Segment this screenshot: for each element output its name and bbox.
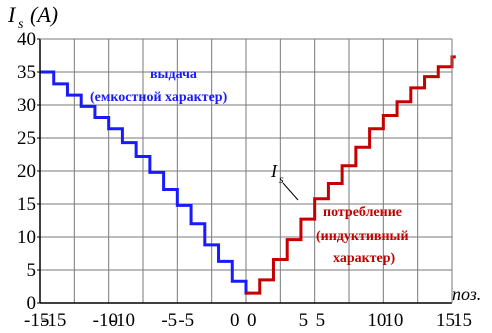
y-tick-label: 30 [17,95,36,116]
is-pointer-label-main: I [270,161,278,181]
y-tick-label: 15 [17,194,36,215]
y-tick-label: 40 [17,29,36,50]
x-tick-label: -15 [41,310,66,331]
annotation-red-line2: (индуктивный [316,229,409,244]
x-tick-label: 0 [247,310,257,331]
x-axis-label: поз. [452,284,481,304]
annotation-blue-line2: (емкостной характер) [90,90,228,105]
x-tick-label: 5 [299,310,309,331]
y-tick-label: 5 [27,260,37,281]
y-tick-label: 35 [17,62,36,83]
y-tick-label: 10 [17,227,36,248]
x-tick-label: 10 [367,310,386,331]
annotation-blue-line1: выдача [150,67,197,82]
x-tick-label: 0 [230,310,240,331]
y-tick-label: 0 [27,293,37,314]
is-pointer-line [282,182,299,201]
series-line [40,70,250,295]
y-axis-label-main: I [7,2,17,27]
x-tick-label: 5 [316,310,326,331]
x-tick-label: 15 [436,310,455,331]
x-tick-label: -5 [161,310,177,331]
annotation-red-line1: потребление [323,205,402,220]
annotation-red-line3: характер) [333,251,396,266]
x-tick-label: -10 [110,310,135,331]
x-tick-label: -10 [93,310,118,331]
x-tick-label: -5 [178,310,194,331]
x-tick-label: -15 [24,310,49,331]
x-tick-label: 10 [384,310,403,331]
grid [40,39,452,303]
y-tick-label: 25 [17,128,36,149]
is-pointer-label-sub: s [279,172,284,186]
series-layer [39,55,456,295]
series-line [246,55,456,295]
y-tick-label: 20 [17,161,36,182]
y-axis-label-sub: s [18,17,24,32]
x-tick-label: 15 [453,310,472,331]
y-axis-label-unit: (A) [30,2,58,27]
